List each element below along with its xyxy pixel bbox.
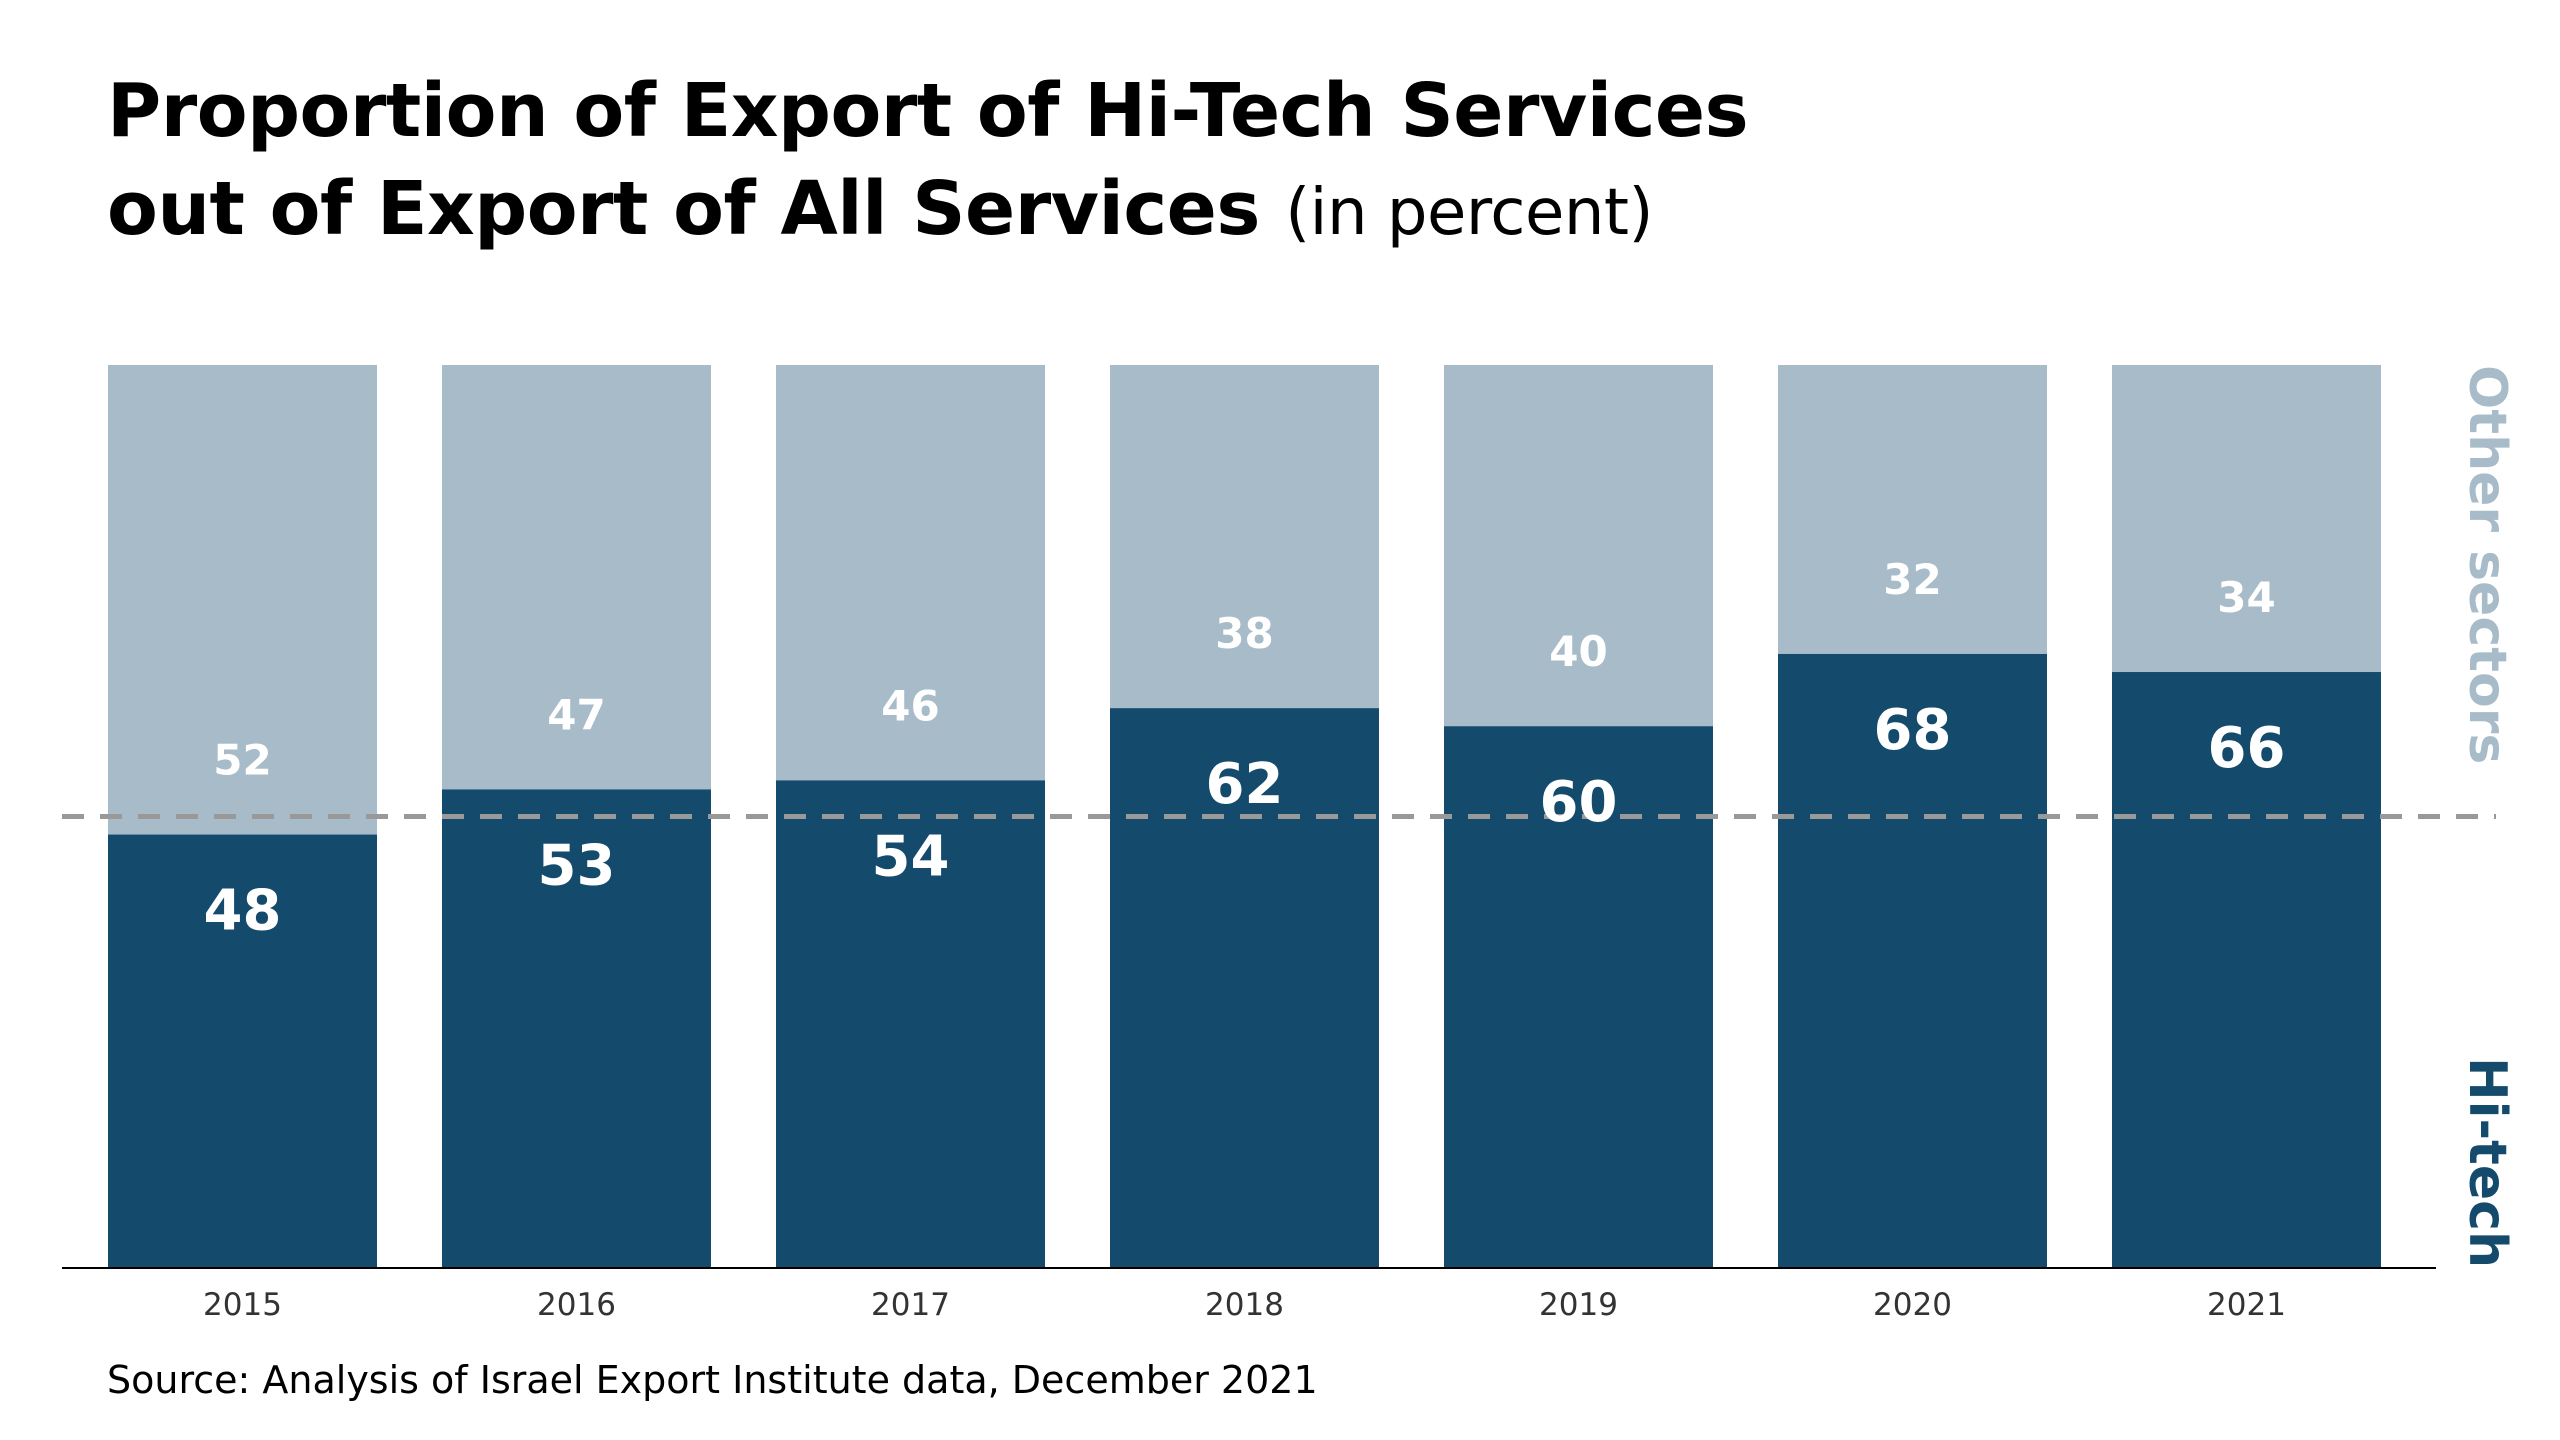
labels-layer: 48 52 53 47 54 46 62 38 60 40 68 32 66 34	[204, 555, 2286, 944]
bar-other-sectors-2017	[776, 365, 1045, 781]
bar-other-sectors-2020	[1778, 365, 2047, 654]
chart-title-unit: (in percent)	[1285, 176, 1653, 250]
data-label-hitech-2020: 68	[1874, 698, 1952, 763]
bar-other-sectors-2019	[1444, 365, 1713, 727]
bars-layer	[108, 365, 2381, 1268]
bar-other-sectors-2015	[108, 365, 377, 835]
bar-hitech-2018	[1110, 708, 1379, 1268]
chart-title-line-1: Proportion of Export of Hi-Tech Services	[107, 68, 1749, 154]
chart-title-line-2-text: out of Export of All Services	[107, 166, 1260, 252]
data-label-hitech-2021: 66	[2208, 716, 2286, 781]
bar-hitech-2020	[1778, 653, 2047, 1268]
source-note: Source: Analysis of Israel Export Instit…	[107, 1358, 1318, 1402]
bar-other-sectors-2018	[1110, 365, 1379, 709]
bar-other-sectors-2016	[442, 365, 711, 790]
x-tick-label-2020: 2020	[1873, 1287, 1952, 1323]
axis-layer: 2015 2016 2017 2018 2019 2020 2021	[62, 1267, 2436, 1323]
bar-hitech-2017	[776, 780, 1045, 1268]
data-label-other-sectors-2017: 46	[881, 681, 939, 730]
data-label-hitech-2016: 53	[538, 833, 616, 898]
bar-hitech-2015	[108, 834, 377, 1268]
x-tick-label-2021: 2021	[2207, 1287, 2286, 1323]
legend-label-hitech: Hi-tech	[2457, 1057, 2517, 1268]
data-label-hitech-2015: 48	[204, 879, 282, 944]
chart-title-line-2: out of Export of All Services (in percen…	[107, 160, 1748, 262]
legend-label-other-sectors: Other sectors	[2457, 365, 2517, 764]
bar-hitech-2021	[2112, 672, 2381, 1268]
x-tick-label-2019: 2019	[1539, 1287, 1618, 1323]
data-label-other-sectors-2019: 40	[1549, 627, 1607, 676]
data-label-other-sectors-2020: 32	[1883, 555, 1941, 604]
data-label-hitech-2019: 60	[1540, 770, 1618, 835]
x-tick-label-2017: 2017	[871, 1287, 950, 1323]
legend-layer: Other sectors Hi-tech	[2457, 365, 2517, 1268]
data-label-hitech-2017: 54	[872, 824, 950, 889]
data-label-other-sectors-2021: 34	[2217, 573, 2275, 622]
bar-hitech-2016	[442, 789, 711, 1268]
data-label-hitech-2018: 62	[1206, 752, 1284, 817]
x-tick-label-2016: 2016	[537, 1287, 616, 1323]
data-label-other-sectors-2016: 47	[547, 690, 605, 739]
bar-other-sectors-2021	[2112, 365, 2381, 673]
data-label-other-sectors-2015: 52	[213, 736, 271, 785]
chart-title: Proportion of Export of Hi-Tech Services…	[107, 62, 1749, 262]
x-tick-label-2015: 2015	[203, 1287, 282, 1323]
x-tick-label-2018: 2018	[1205, 1287, 1284, 1323]
data-label-other-sectors-2018: 38	[1215, 609, 1273, 658]
